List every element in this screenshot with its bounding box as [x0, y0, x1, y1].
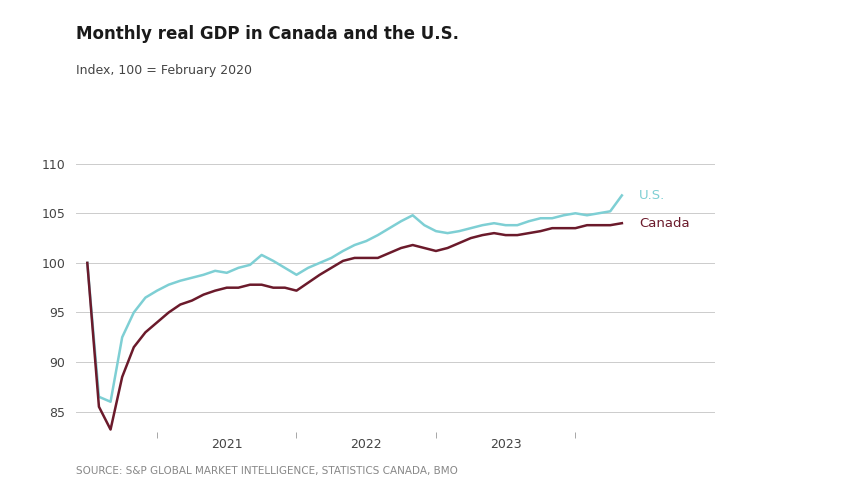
Text: SOURCE: S&P GLOBAL MARKET INTELLIGENCE, STATISTICS CANADA, BMO: SOURCE: S&P GLOBAL MARKET INTELLIGENCE, … [76, 466, 458, 476]
Text: U.S.: U.S. [639, 189, 665, 202]
Text: Canada: Canada [639, 217, 690, 230]
Text: Monthly real GDP in Canada and the U.S.: Monthly real GDP in Canada and the U.S. [76, 25, 458, 43]
Text: Index, 100 = February 2020: Index, 100 = February 2020 [76, 64, 251, 77]
